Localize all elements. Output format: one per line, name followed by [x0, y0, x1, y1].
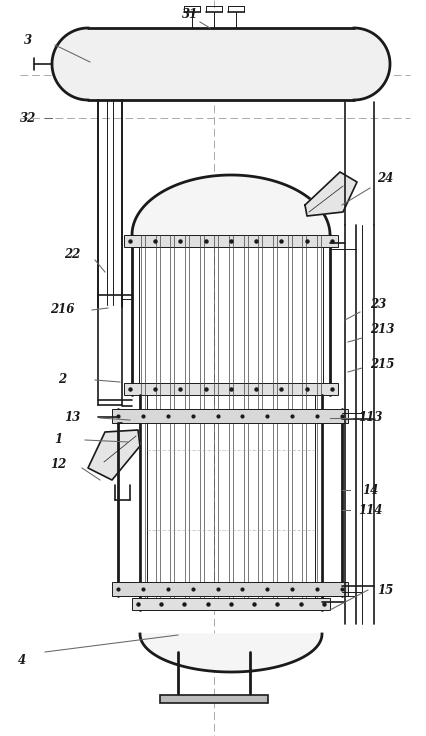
Bar: [132, 598, 329, 610]
Text: 31: 31: [181, 9, 198, 21]
Polygon shape: [132, 175, 329, 235]
Polygon shape: [304, 172, 356, 216]
Text: 22: 22: [64, 249, 80, 261]
Text: 2: 2: [58, 373, 66, 386]
Bar: [160, 695, 268, 703]
Text: 1: 1: [54, 434, 62, 447]
Polygon shape: [52, 28, 88, 100]
Text: 215: 215: [369, 358, 393, 372]
Bar: [112, 582, 347, 596]
Text: 114: 114: [357, 503, 381, 517]
Polygon shape: [88, 28, 353, 100]
Text: 3: 3: [24, 34, 32, 46]
Text: 32: 32: [20, 111, 36, 124]
Text: 24: 24: [376, 171, 392, 185]
Bar: [124, 235, 337, 247]
Polygon shape: [88, 430, 140, 480]
Text: 14: 14: [361, 484, 377, 497]
Text: 15: 15: [376, 584, 392, 596]
Text: 23: 23: [369, 299, 385, 311]
Bar: [124, 383, 337, 395]
Text: 113: 113: [357, 411, 381, 425]
Text: 13: 13: [64, 411, 80, 425]
Text: 216: 216: [50, 303, 74, 316]
Text: 12: 12: [50, 459, 66, 472]
Polygon shape: [140, 634, 321, 672]
Text: 4: 4: [18, 654, 26, 667]
Text: 213: 213: [369, 324, 393, 336]
Bar: [112, 409, 347, 423]
Polygon shape: [353, 28, 389, 100]
